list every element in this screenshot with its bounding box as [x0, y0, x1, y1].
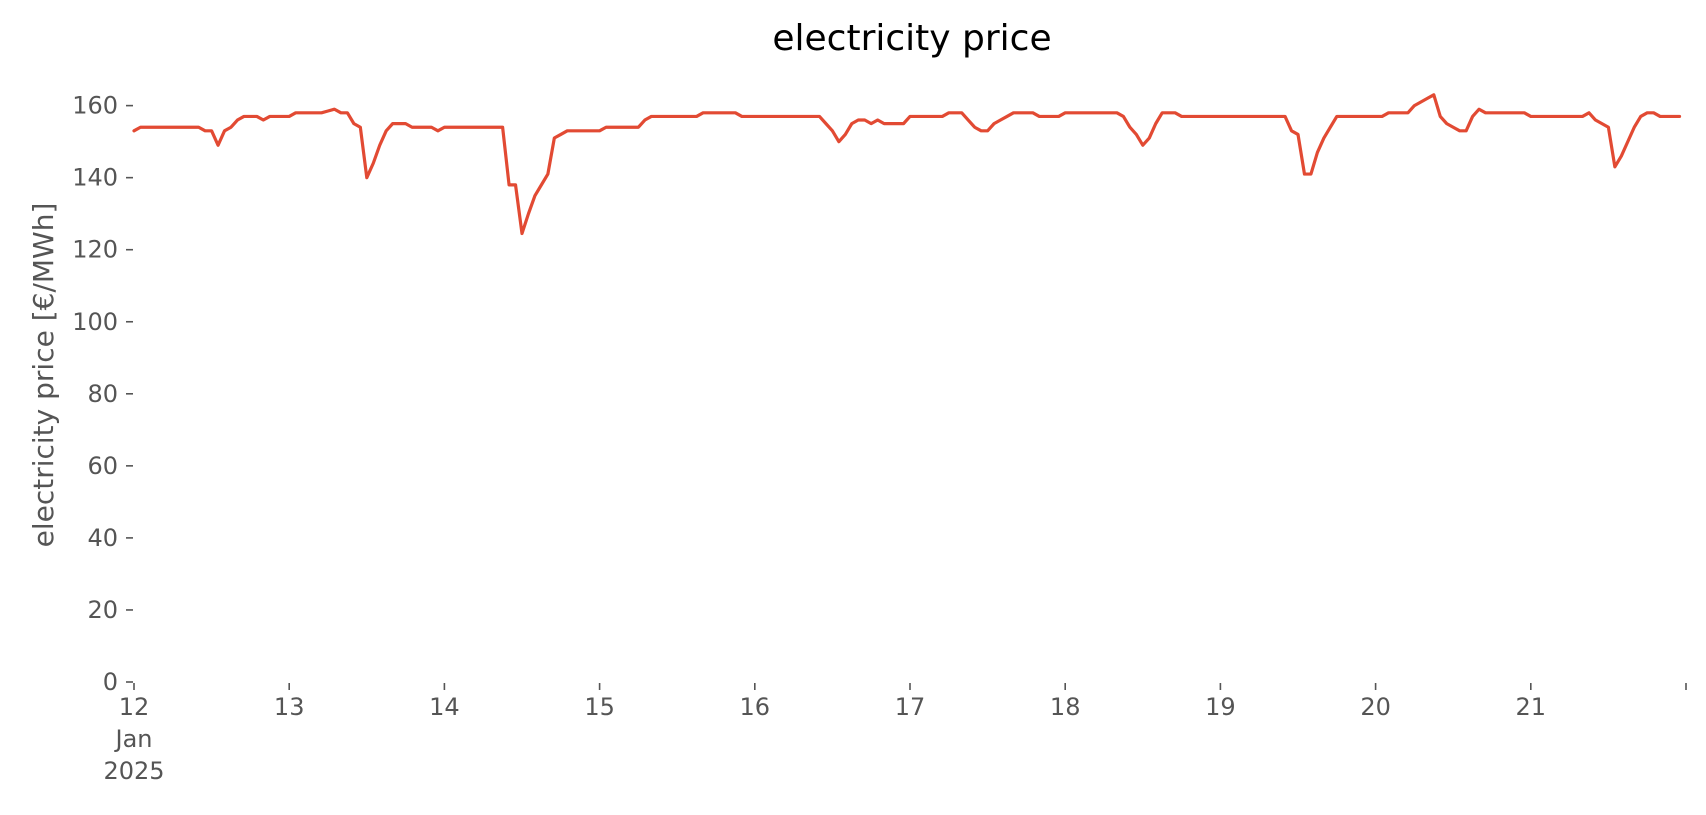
y-tick-label: 60: [87, 452, 118, 480]
y-tick-label: 160: [72, 92, 118, 120]
x-axis: 12 Jan 2025 13 14 15 16 17 18 19 20 21: [103, 683, 1687, 785]
y-tick-label: 20: [87, 596, 118, 624]
x-tick-label: 16: [740, 693, 771, 721]
x-tick-label: 21: [1516, 693, 1547, 721]
x-tick-label: 13: [274, 693, 305, 721]
chart-title: electricity price: [772, 18, 1051, 59]
x-tick-label: 12: [119, 693, 150, 721]
x-tick-label: 17: [895, 693, 926, 721]
y-tick-label: 0: [103, 668, 118, 696]
x-tick-label: 20: [1360, 693, 1391, 721]
y-tick-label: 40: [87, 524, 118, 552]
y-tick-label: 120: [72, 236, 118, 264]
x-tick-sublabel: Jan: [114, 725, 153, 753]
y-axis: 0 20 40 60 80 100 120 140 160: [72, 92, 133, 696]
x-tick-label: 15: [584, 693, 615, 721]
y-tick-label: 100: [72, 308, 118, 336]
x-tick-sublabel: 2025: [103, 757, 164, 785]
x-tick-label: 19: [1205, 693, 1236, 721]
y-axis-label: electricity price [€/MWh]: [27, 203, 60, 548]
plot-area: [132, 93, 1682, 236]
y-tick-label: 140: [72, 164, 118, 192]
x-tick-label: 18: [1050, 693, 1081, 721]
x-tick-label: 14: [429, 693, 460, 721]
y-tick-label: 80: [87, 380, 118, 408]
price-series-line: [132, 93, 1682, 236]
